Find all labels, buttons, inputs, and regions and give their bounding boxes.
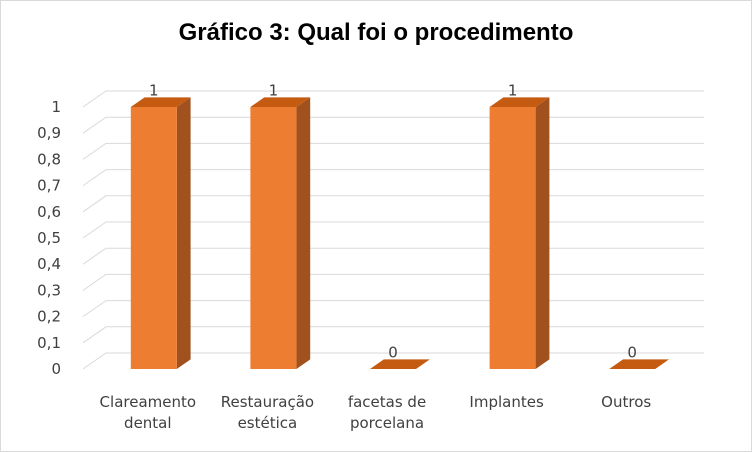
data-label: 0 [388, 343, 398, 361]
category-label: Implantes [469, 393, 544, 411]
bar-front [250, 107, 297, 369]
bar-top [250, 97, 311, 107]
category-label: Clareamento dental [100, 393, 197, 432]
bar [609, 359, 669, 369]
bars [130, 97, 669, 370]
category-label-line: dental [124, 414, 172, 432]
bar [250, 97, 311, 370]
y-tick-label: 1 [51, 98, 61, 116]
y-tick-label: 0,3 [37, 281, 61, 299]
bar-top [489, 97, 550, 107]
y-tick-label: 0,4 [37, 255, 61, 273]
category-label-line: Implantes [469, 393, 544, 411]
chart-title: Gráfico 3: Qual foi o procedimento [178, 19, 574, 46]
category-label: facetas de porcelana [348, 393, 426, 432]
data-label: 1 [269, 81, 279, 99]
category-labels: Clareamento dental Restauração estética face… [100, 393, 652, 432]
category-label-line: porcelana [350, 414, 424, 432]
data-label: 0 [627, 343, 637, 361]
category-label-line: Clareamento [100, 393, 197, 411]
y-tick-label: 0 [51, 360, 61, 378]
category-label-line: Outros [601, 393, 651, 411]
y-tick-label: 0,7 [37, 177, 61, 195]
data-label: 1 [508, 81, 518, 99]
bar-front [489, 107, 536, 369]
category-label-line: estética [238, 414, 298, 432]
y-tick-label: 0,8 [37, 150, 61, 168]
y-axis-ticks: 0 0,1 0,2 0,3 0,4 0,5 0,6 0,7 0,8 0,9 1 [37, 98, 61, 378]
bar [489, 97, 550, 370]
bar [130, 97, 191, 370]
bar [370, 359, 430, 369]
data-labels: 1 1 0 1 0 [149, 81, 637, 361]
bar-side [176, 97, 191, 370]
data-label: 1 [149, 81, 159, 99]
bar-front [130, 107, 177, 369]
category-label-line: facetas de [348, 393, 426, 411]
y-tick-label: 0,2 [37, 308, 61, 326]
category-label: Outros [601, 393, 651, 411]
y-tick-label: 0,9 [37, 124, 61, 142]
bar-side [296, 97, 311, 370]
gridline [82, 90, 704, 108]
y-tick-label: 0,5 [37, 229, 61, 247]
y-tick-label: 0,6 [37, 203, 61, 221]
bar-top [609, 359, 669, 369]
y-tick-label: 0,1 [37, 334, 61, 352]
category-label: Restauração estética [221, 393, 314, 432]
category-label-line: Restauração [221, 393, 314, 411]
bar-top [130, 97, 191, 107]
bar-side [535, 97, 550, 370]
bar-top [370, 359, 430, 369]
